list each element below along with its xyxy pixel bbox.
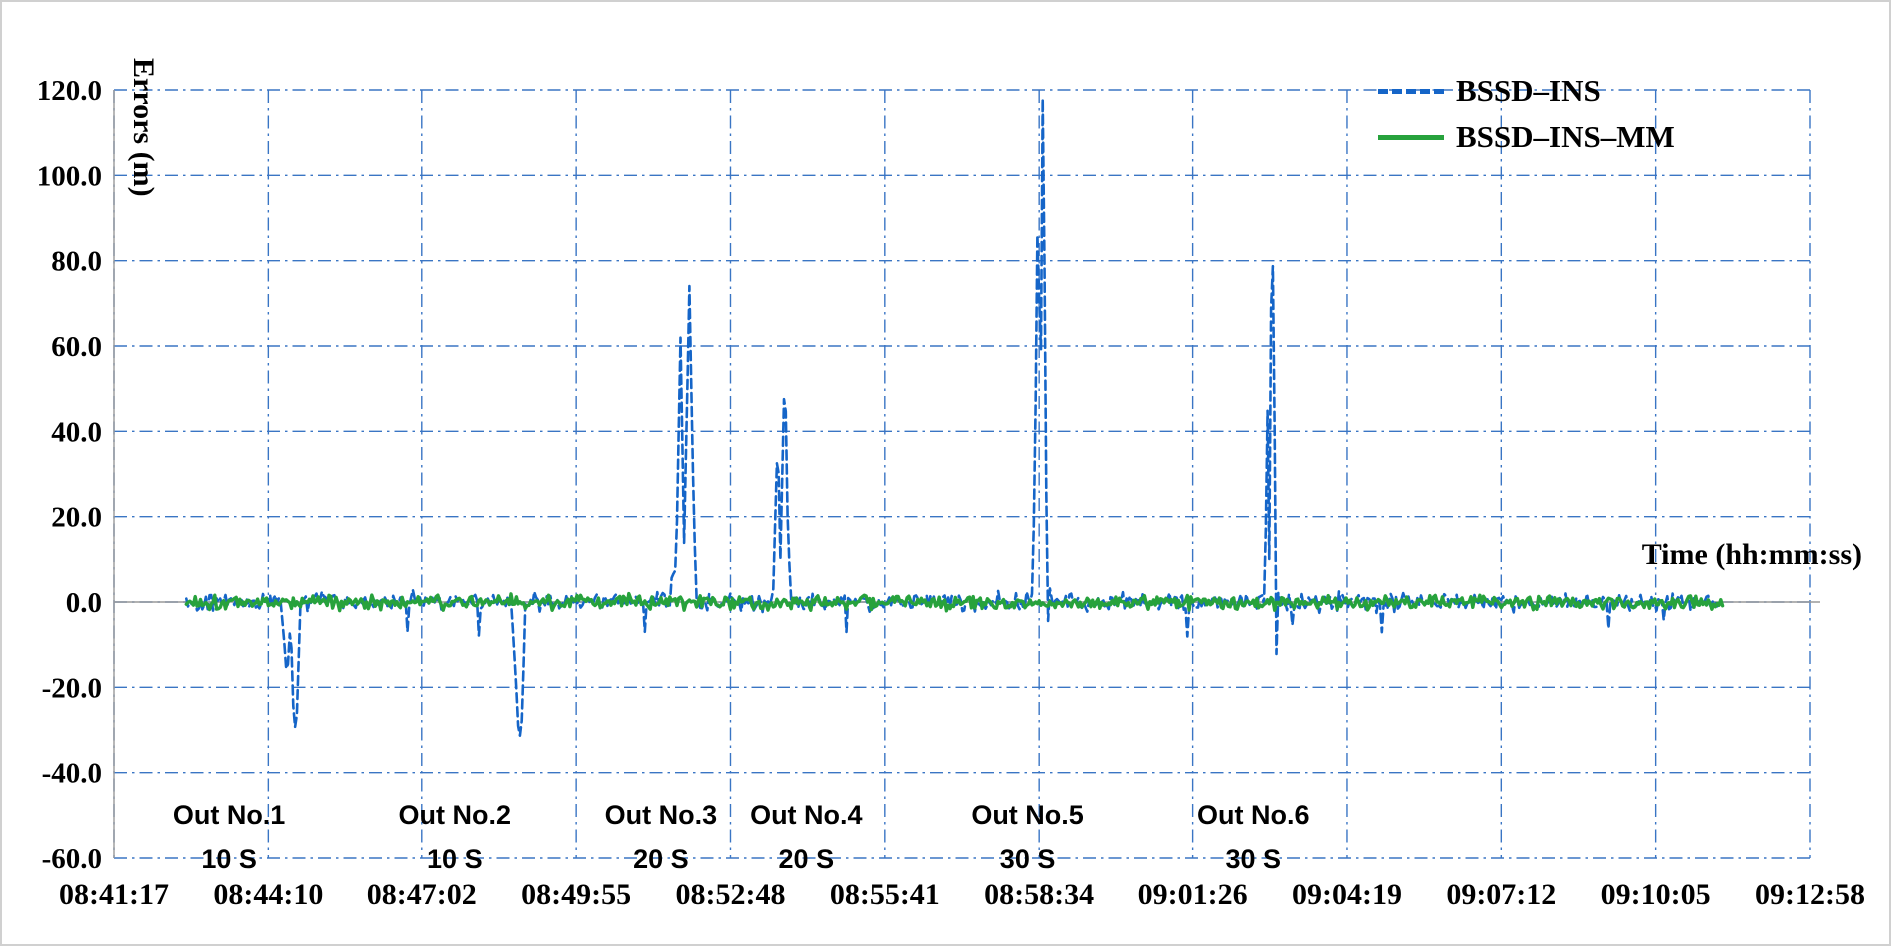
- y-tick-label: 100.0: [37, 160, 102, 192]
- outage-label: Out No.3: [605, 800, 718, 830]
- y-tick-label: 120.0: [37, 75, 102, 107]
- y-tick-label: 60.0: [51, 331, 102, 363]
- x-tick-label: 08:52:48: [675, 878, 785, 911]
- x-tick-label: 09:04:19: [1292, 878, 1402, 911]
- outage-label: Out No.6: [1197, 800, 1310, 830]
- outage-label: Out No.5: [971, 800, 1084, 830]
- x-tick-label: 09:07:12: [1446, 878, 1556, 911]
- legend-label-bssd-ins: BSSD–INS: [1456, 73, 1601, 108]
- x-tick-label: 09:12:58: [1755, 878, 1865, 911]
- gridlines: [113, 89, 1811, 859]
- outage-duration-label: 10 S: [201, 844, 257, 874]
- x-tick-label: 09:10:05: [1601, 878, 1711, 911]
- y-tick-label: -40.0: [42, 758, 102, 790]
- y-tick-label: 20.0: [51, 502, 102, 534]
- outage-label: Out No.1: [173, 800, 286, 830]
- legend-label-bssd-ins-mm: BSSD–INS–MM: [1456, 119, 1675, 154]
- x-tick-label: 08:44:10: [213, 878, 323, 911]
- legend-solid-line-icon: [1378, 134, 1444, 140]
- outage-duration-label: 10 S: [427, 844, 483, 874]
- legend-item-bssd-ins-mm: BSSD–INS–MM: [1378, 118, 1675, 156]
- x-tick-label: 08:49:55: [521, 878, 631, 911]
- legend-item-bssd-ins: BSSD–INS: [1378, 72, 1675, 110]
- legend-dashed-line-icon: [1378, 88, 1444, 94]
- outage-duration-label: 20 S: [779, 844, 835, 874]
- series-bssd-ins-mm: [184, 591, 1725, 613]
- x-tick-label: 08:58:34: [984, 878, 1094, 911]
- legend: BSSD–INS BSSD–INS–MM: [1378, 72, 1675, 156]
- x-tick-label: 08:55:41: [830, 878, 940, 911]
- outage-duration-label: 30 S: [1000, 844, 1056, 874]
- y-tick-label: 40.0: [51, 416, 102, 448]
- y-tick-label: 80.0: [51, 246, 102, 278]
- y-tick-label: -20.0: [42, 672, 102, 704]
- outage-label: Out No.4: [750, 800, 863, 830]
- y-tick-label: -60.0: [42, 843, 102, 875]
- y-axis-title: Errors (m): [127, 58, 160, 197]
- series-bssd-ins: [185, 97, 1724, 738]
- x-tick-label: 08:41:17: [59, 878, 169, 911]
- x-tick-label: 09:01:26: [1138, 878, 1248, 911]
- outage-label: Out No.2: [399, 800, 512, 830]
- x-tick-label: 08:47:02: [367, 878, 477, 911]
- y-tick-label: 0.0: [66, 587, 102, 619]
- x-axis-title: Time (hh:mm:ss): [1641, 538, 1862, 571]
- outage-duration-label: 20 S: [633, 844, 689, 874]
- outage-duration-label: 30 S: [1226, 844, 1282, 874]
